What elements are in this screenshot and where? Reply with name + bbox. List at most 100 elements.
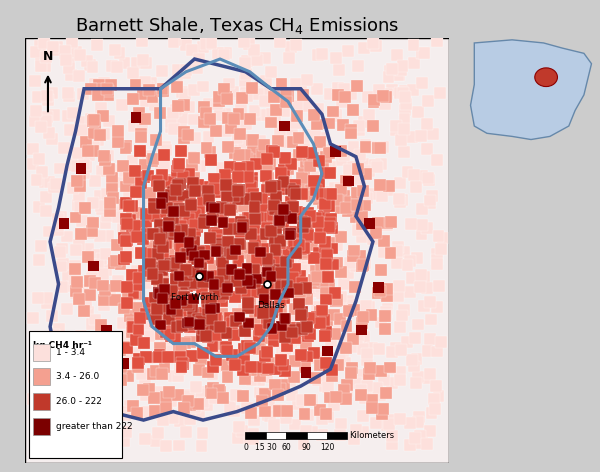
Bar [246,197,258,209]
Bar [300,156,312,168]
Bar [302,219,314,230]
Bar [154,107,166,119]
Bar [33,344,50,361]
Bar [208,260,220,272]
Bar [234,312,245,322]
Bar [130,184,142,196]
Bar [51,412,62,423]
Bar [56,243,68,254]
Bar [430,380,442,392]
Bar [178,255,190,267]
Bar [170,303,182,315]
Bar [399,91,411,102]
Bar [46,87,58,99]
Bar [352,60,364,72]
Bar [154,233,166,244]
Bar [156,287,168,298]
Bar [431,248,443,260]
Bar [346,362,358,373]
Bar [176,86,188,98]
Bar [296,252,308,263]
Bar [308,347,320,359]
Bar [178,132,190,143]
Bar [92,259,104,270]
Bar [111,61,123,73]
Bar [286,227,298,238]
Bar [344,161,356,173]
Bar [343,163,355,176]
Bar [197,41,209,53]
Bar [331,194,343,206]
Bar [246,82,257,94]
Bar [383,419,395,430]
Bar [202,399,213,412]
Bar [239,75,251,87]
Bar [331,146,341,157]
Bar [50,178,62,190]
Bar [322,411,334,423]
Bar [181,270,193,281]
Bar [345,367,357,379]
Bar [328,309,340,321]
Bar [242,302,254,314]
Bar [427,128,439,140]
Bar [312,278,324,289]
Bar [274,383,286,395]
Bar [233,184,245,196]
Bar [157,83,169,95]
Bar [185,151,197,163]
Bar [335,266,347,278]
Bar [304,321,316,333]
Bar [167,413,179,424]
Bar [219,169,231,181]
Bar [174,271,184,281]
Bar [197,396,209,408]
Bar [313,216,324,228]
Bar [192,313,203,325]
Bar [207,270,219,282]
Bar [288,185,300,197]
Bar [230,183,242,195]
Bar [266,145,278,157]
Bar [188,152,200,164]
Bar [166,191,178,202]
Bar [151,273,163,285]
Bar [211,329,222,341]
Bar [73,239,85,251]
Bar [100,217,112,229]
Bar [381,219,393,231]
Bar [179,337,191,349]
Bar [194,388,206,400]
Bar [65,415,77,427]
Bar [286,158,297,170]
Bar [217,308,229,320]
Bar [413,411,425,423]
Bar [179,311,191,322]
Bar [428,393,440,405]
Bar [78,334,90,346]
Bar [302,229,314,241]
Bar [284,212,296,224]
Bar [74,201,85,212]
Bar [264,292,276,304]
Bar [274,237,286,249]
Bar [46,133,58,145]
Bar [433,280,445,292]
Bar [178,275,190,287]
Bar [386,346,398,358]
Bar [224,312,236,324]
Bar [275,303,287,315]
Bar [301,101,313,112]
Bar [212,346,224,358]
Bar [184,399,196,411]
Bar [112,239,124,251]
Bar [433,230,445,243]
Bar [148,198,160,211]
Bar [199,279,211,292]
Bar [318,245,330,257]
Bar [262,272,274,284]
Bar [217,207,229,219]
Bar [347,141,359,153]
Bar [88,127,100,139]
Bar [318,314,330,326]
